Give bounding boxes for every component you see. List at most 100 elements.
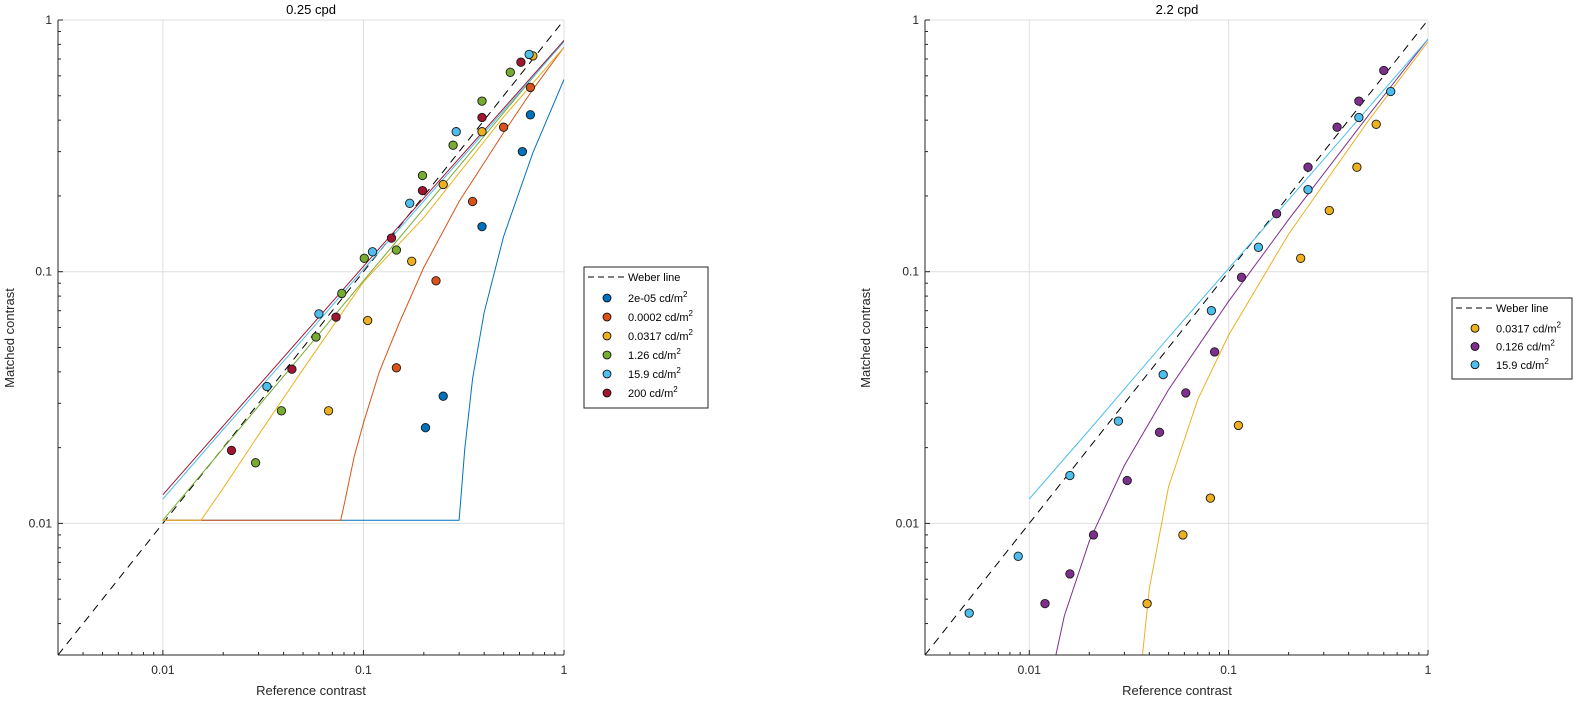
chart-title: 2.2 cpd [1156,2,1199,17]
legend-item: 0.0317 cd/m2 [1470,320,1562,335]
y-tick-label: 0.1 [35,265,52,279]
y-axis-label: Matched contrast [2,288,17,388]
y-tick-label: 1 [45,13,52,27]
marker-icon [602,312,612,322]
fit-curve [162,46,564,521]
y-tick-label: 0.01 [29,516,53,530]
data-point [407,256,417,266]
y-tick-label: 1 [912,13,919,27]
data-point [386,233,397,243]
legend-item: 0.0002 cd/m2 [602,309,694,324]
marker-icon [602,350,612,360]
tick-labels: 0.01 0.1 1 0.01 0.1 1 [29,13,568,677]
data-point [417,185,428,196]
data-point [1236,272,1247,282]
data-point [477,127,487,137]
data-point [1178,530,1188,540]
legend-label: 15.9 cd/m2 [628,366,681,381]
fit-curve [162,40,564,496]
data-point [1013,551,1023,561]
data-point [417,170,428,181]
legend-item: 1.26 cd/m2 [602,347,681,362]
weber-line [58,20,564,655]
weber-line [925,20,1428,655]
legend-label: 15.9 cd/m2 [1496,357,1549,372]
data-point [431,276,441,286]
data-point [477,221,487,232]
legend-label: 1.26 cd/m2 [628,347,681,362]
marker-icon [1470,323,1480,333]
data-point [1332,122,1342,132]
data-point [1154,427,1165,437]
legend-item: 200 cd/m2 [602,385,678,400]
data-point [517,146,528,157]
chart-title: 0.25 cpd [286,2,336,17]
data-point [1386,86,1396,97]
y-tick-label: 0.1 [902,265,919,279]
marker-icon [602,369,612,379]
grid [58,19,565,655]
marker-icon [602,293,612,303]
x-tick-label: 0.1 [1220,663,1237,677]
axes [57,19,565,656]
tick-labels: 0.01 0.1 1 0.01 0.1 1 [896,13,1432,677]
data-point [1181,388,1191,398]
data-point [448,140,458,150]
plot-area [925,20,1428,655]
fit-curve [162,46,564,521]
marker-icon [602,331,612,341]
x-axis-label: Reference contrast [1122,683,1232,698]
x-tick-label: 0.01 [1018,663,1042,677]
data-point [525,110,536,120]
fit-curve [1142,41,1428,655]
data-point [1371,119,1381,129]
data-point [1113,416,1124,426]
data-point [1296,253,1306,263]
data-point [337,288,347,299]
data-point [451,127,461,137]
data-point [1040,598,1050,609]
data-point [438,179,448,190]
data-point [477,112,487,123]
legend-label: 0.0002 cd/m2 [628,309,694,324]
fit-curve [162,79,564,521]
data-point [276,406,287,416]
legend-label: 0.126 cd/m2 [1496,339,1555,354]
fit-curve [1028,38,1428,500]
data-point [226,445,237,456]
data-point [964,608,974,618]
legend-label: Weber line [1496,303,1548,315]
data-point [1352,162,1362,172]
data-point [363,315,373,326]
data-point [391,363,402,373]
panel-0-25-cpd: 0.25 cpd Reference contrast Matched cont… [2,2,709,698]
legend: Weber line 0.0317 cd/m2 0.126 cd/m2 15.9… [1451,297,1573,380]
data-point [505,67,515,77]
legend: Weber line 2e-05 cd/m2 0.0002 cd/m2 0.03… [583,266,709,409]
data-point [498,122,509,132]
fit-curve [1055,38,1428,655]
data-point [524,49,534,60]
legend-item: 15.9 cd/m2 [602,366,681,381]
panel-2-2-cpd: 2.2 cpd Reference contrast Matched contr… [858,2,1573,698]
x-tick-label: 1 [561,663,568,677]
y-tick-label: 0.01 [896,516,920,530]
x-tick-label: 0.01 [151,663,175,677]
data-point [287,364,297,374]
grid [925,19,1429,655]
legend-label: 0.0317 cd/m2 [628,328,694,343]
data-point [1324,205,1334,216]
data-point [1205,493,1216,503]
x-tick-label: 1 [1425,663,1432,677]
data-point [367,247,378,257]
plot-content [58,20,564,655]
plot-content [925,20,1428,655]
data-point [1206,306,1217,316]
data-point [311,332,321,342]
y-axis-label: Matched contrast [858,288,873,388]
legend-item: 15.9 cd/m2 [1470,357,1549,372]
data-point [1122,475,1132,486]
legend-label: 0.0317 cd/m2 [1496,320,1562,335]
data-point [1303,162,1313,172]
